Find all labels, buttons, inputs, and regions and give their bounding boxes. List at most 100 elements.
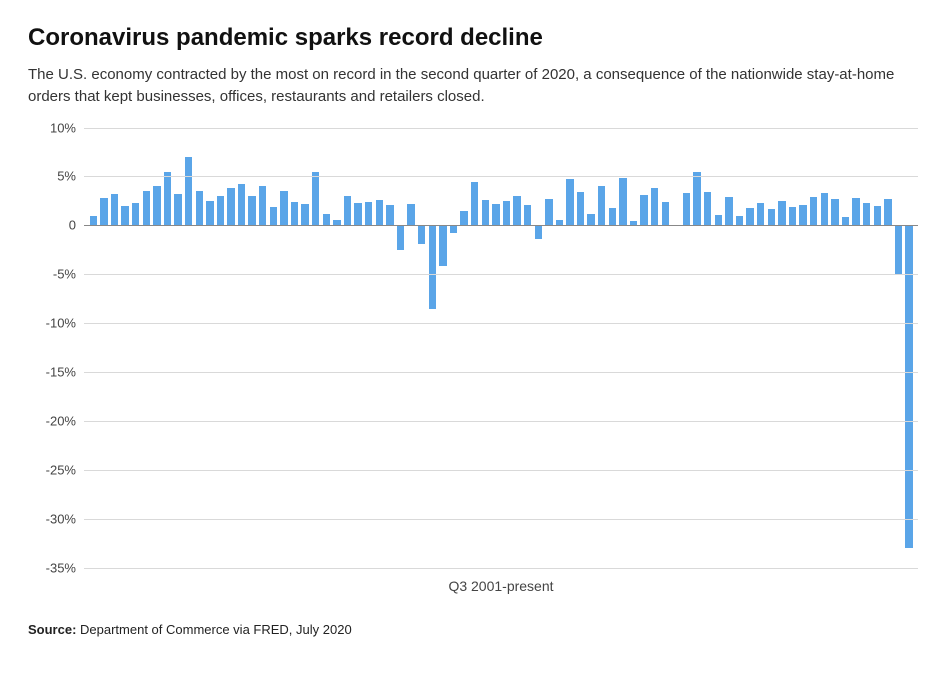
bar xyxy=(354,203,361,225)
bar xyxy=(248,196,255,225)
bar-slot xyxy=(491,128,502,568)
gridline xyxy=(84,519,918,520)
bar xyxy=(609,208,616,226)
bar xyxy=(821,193,828,225)
bar-slot xyxy=(883,128,894,568)
bar xyxy=(524,205,531,226)
bar-slot xyxy=(628,128,639,568)
bar xyxy=(884,199,891,225)
bar xyxy=(799,205,806,226)
y-tick-label: -35% xyxy=(46,560,76,575)
bar-slot xyxy=(724,128,735,568)
bar xyxy=(746,208,753,226)
y-tick-label: -30% xyxy=(46,511,76,526)
bar-slot xyxy=(713,128,724,568)
y-tick-label: -25% xyxy=(46,462,76,477)
bar xyxy=(662,202,669,225)
bar xyxy=(418,225,425,244)
bar xyxy=(715,215,722,226)
bars-container xyxy=(88,128,914,568)
bar xyxy=(407,204,414,226)
gridline xyxy=(84,372,918,373)
bar xyxy=(757,203,764,225)
gridline xyxy=(84,421,918,422)
y-tick-label: 5% xyxy=(57,169,76,184)
gridline xyxy=(84,323,918,324)
bar-slot xyxy=(215,128,226,568)
bar xyxy=(365,202,372,225)
bar xyxy=(439,225,446,266)
bar-slot xyxy=(702,128,713,568)
bar-slot xyxy=(830,128,841,568)
bar-slot xyxy=(575,128,586,568)
bar xyxy=(789,207,796,226)
bar-slot xyxy=(247,128,258,568)
source-prefix: Source: xyxy=(28,622,76,637)
bar-slot xyxy=(745,128,756,568)
bar-slot xyxy=(416,128,427,568)
gridline xyxy=(84,568,918,569)
bar-slot xyxy=(310,128,321,568)
bar xyxy=(503,201,510,225)
bar xyxy=(344,196,351,225)
bar-slot xyxy=(459,128,470,568)
bar xyxy=(778,201,785,225)
bar-slot xyxy=(872,128,883,568)
bar xyxy=(270,207,277,226)
gridline xyxy=(84,128,918,129)
y-tick-label: 0 xyxy=(69,218,76,233)
plot-area xyxy=(84,128,918,568)
bar-slot xyxy=(194,128,205,568)
bar-slot xyxy=(522,128,533,568)
bar-slot xyxy=(321,128,332,568)
bar xyxy=(874,206,881,226)
bar-slot xyxy=(279,128,290,568)
bar xyxy=(831,199,838,225)
bar-slot xyxy=(533,128,544,568)
bar-slot xyxy=(236,128,247,568)
bar xyxy=(386,205,393,226)
bar-slot xyxy=(353,128,364,568)
bar xyxy=(132,203,139,225)
bar-slot xyxy=(480,128,491,568)
bar-slot xyxy=(597,128,608,568)
bar xyxy=(587,214,594,226)
bar xyxy=(651,188,658,225)
bar xyxy=(693,172,700,225)
y-tick-label: -5% xyxy=(53,267,76,282)
bar xyxy=(895,225,902,274)
bar-slot xyxy=(406,128,417,568)
bar-slot xyxy=(99,128,110,568)
bar-slot xyxy=(618,128,629,568)
bar-slot xyxy=(819,128,830,568)
bar xyxy=(598,186,605,225)
chart-title: Coronavirus pandemic sparks record decli… xyxy=(28,24,918,52)
y-tick-label: -20% xyxy=(46,413,76,428)
bar xyxy=(217,196,224,225)
bar-slot xyxy=(565,128,576,568)
bar xyxy=(768,209,775,226)
bar xyxy=(227,188,234,225)
bar xyxy=(153,186,160,225)
bar-slot xyxy=(258,128,269,568)
bar-slot xyxy=(268,128,279,568)
bar-slot xyxy=(671,128,682,568)
gridline xyxy=(84,470,918,471)
bar-slot xyxy=(649,128,660,568)
bar-slot xyxy=(777,128,788,568)
bar xyxy=(482,200,489,225)
gridline xyxy=(84,274,918,275)
bar xyxy=(174,194,181,225)
bar-slot xyxy=(734,128,745,568)
bar-slot xyxy=(904,128,915,568)
y-tick-label: 10% xyxy=(50,120,76,135)
bar-slot xyxy=(363,128,374,568)
bar-slot xyxy=(289,128,300,568)
bar xyxy=(492,204,499,226)
bar-slot xyxy=(766,128,777,568)
bar xyxy=(513,196,520,225)
bar xyxy=(450,225,457,233)
bar xyxy=(535,225,542,239)
bar-slot xyxy=(861,128,872,568)
bar-slot xyxy=(385,128,396,568)
